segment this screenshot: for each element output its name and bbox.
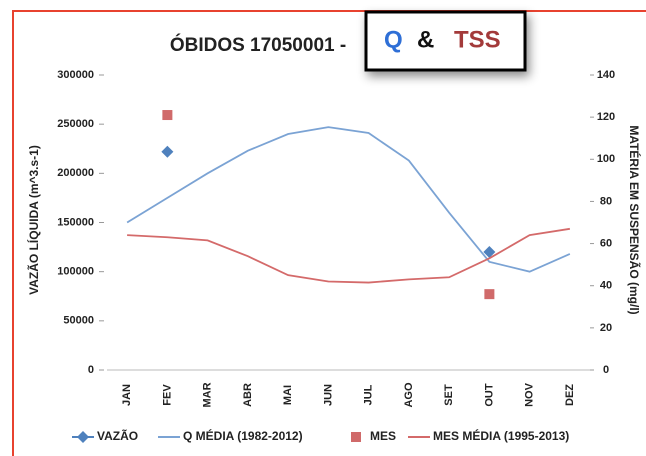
x-tick-label: JUN xyxy=(322,384,334,406)
x-tick-label: AGO xyxy=(403,382,415,408)
x-tick-label: OUT xyxy=(483,383,495,407)
x-tick-label: DEZ xyxy=(564,384,576,406)
x-tick-label: JAN xyxy=(121,384,133,406)
y-tick-label: 100000 xyxy=(57,266,94,278)
y-tick-label: 300000 xyxy=(57,69,94,81)
x-tick-label: FEV xyxy=(161,384,173,406)
diamond-marker xyxy=(161,145,174,158)
overlay-frame xyxy=(364,10,527,72)
square-marker xyxy=(351,432,361,442)
overlay-tss: TSS xyxy=(454,26,501,53)
y2-tick-label: 20 xyxy=(600,322,612,334)
square-marker xyxy=(484,289,495,300)
legend-label: Q MÉDIA (1982-2012) xyxy=(183,428,303,443)
legend-label: MES xyxy=(370,429,396,443)
y-tick-label: 150000 xyxy=(57,216,94,228)
chart-title: ÓBIDOS 17050001 - xyxy=(170,34,346,56)
x-tick-label: SET xyxy=(443,384,455,406)
square-marker xyxy=(162,110,173,121)
legend-label: MES MÉDIA (1995-2013) xyxy=(433,428,569,443)
y2-tick-label: 120 xyxy=(597,111,615,123)
frame xyxy=(12,10,646,456)
overlay-amp: & xyxy=(417,26,434,53)
y2-tick-label: 140 xyxy=(597,69,615,81)
y2-tick-label: 100 xyxy=(597,153,615,165)
y2-axis-label: MATÉRIA EM SUSPENSÃO (mg/l) xyxy=(627,125,642,314)
overlay-q: Q xyxy=(384,26,403,53)
y2-tick-label: 80 xyxy=(600,195,612,207)
y2-tick-label: 60 xyxy=(600,237,612,249)
series-line xyxy=(126,126,571,273)
y-tick-label: 50000 xyxy=(63,315,94,327)
x-tick-label: JUL xyxy=(363,384,375,405)
y-axis-label: VAZÃO LÍQUIDA (m^3.s-1) xyxy=(26,145,41,295)
y-tick-label: 250000 xyxy=(57,118,94,130)
y-tick-label: 0 xyxy=(88,364,94,376)
y2-tick-label: 40 xyxy=(600,280,612,292)
legend-label: VAZÃO xyxy=(97,428,138,443)
x-tick-label: ABR xyxy=(242,383,254,407)
diamond-marker xyxy=(77,431,89,443)
series-line xyxy=(127,227,571,284)
overlay-box: Q & TSS xyxy=(364,10,527,72)
y2-tick-label: 0 xyxy=(603,364,609,376)
diamond-marker xyxy=(483,246,496,258)
x-tick-label: MAI xyxy=(282,385,294,405)
x-tick-label: MAR xyxy=(202,382,214,407)
x-tick-label: NOV xyxy=(524,382,536,407)
y-tick-label: 200000 xyxy=(57,167,94,179)
